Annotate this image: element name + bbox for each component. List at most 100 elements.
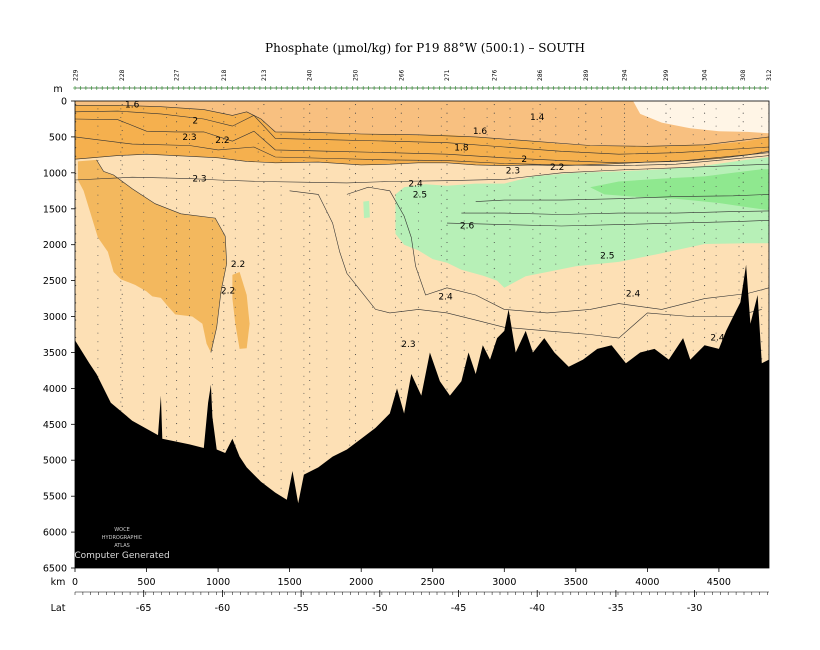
sample-dot [486,323,488,325]
sample-dot [578,341,580,343]
sample-dot [263,233,265,235]
sample-dot [326,444,328,446]
sample-dot [692,177,694,179]
sample-dot [303,461,305,463]
sample-dot [509,168,511,170]
sample-dot [738,134,740,136]
depth-tick-label: 4500 [43,420,67,431]
sample-dot [738,255,740,256]
sample-dot [263,431,265,433]
sample-dot [211,375,213,377]
sample-dot [189,177,190,179]
sample-dot [446,173,448,175]
sample-dot [349,160,351,162]
sample-dot [493,181,495,183]
sample-dot [263,164,265,166]
sample-dot [263,241,265,244]
station-number-label: 294 [622,69,629,81]
sample-dot [223,423,225,425]
sample-dot [669,298,671,300]
sample-dot [742,104,744,106]
sample-dot [446,233,448,235]
sample-dot [166,341,168,343]
sample-dot [121,388,123,390]
sample-dot [176,414,178,416]
sample-dot [585,293,587,295]
sample-dot [120,332,122,334]
sample-dot [263,216,265,218]
sample-dot [263,155,265,157]
sample-dot [176,293,178,295]
sample-dot [263,207,265,209]
sample-dot [263,466,265,468]
sample-dot [309,259,311,261]
sample-dot [303,134,305,136]
sample-dot [624,160,625,162]
sample-dot [280,229,282,231]
sample-dot [646,298,648,300]
sample-dot [446,336,448,338]
sample-dot [623,155,626,157]
sample-dot [486,203,488,205]
sample-dot [120,401,122,403]
sample-dot [143,323,145,325]
sample-dot [257,410,259,412]
sample-dot [440,298,442,300]
sample-dot [303,375,305,377]
sample-dot [665,121,667,123]
sample-dot [417,384,419,386]
sample-dot [578,220,580,222]
sample-dot [263,121,265,123]
sample-dot [509,134,511,136]
sample-dot [417,168,419,170]
sample-dot [176,155,178,157]
sample-dot [257,470,259,472]
sample-dot [349,341,351,343]
sample-dot [463,117,465,118]
sample-dot [446,181,448,183]
sample-dot [75,138,77,140]
sample-dot [417,272,419,274]
sample-dot [372,315,374,317]
sample-dot [280,151,282,153]
distance-axis: km 0 500 1000 1500 2000 2500 3000 3500 4000 4500 [51,568,731,588]
sample-dot [646,142,648,144]
sample-dot [400,190,402,192]
sample-dot [761,186,763,187]
sample-dot [280,453,282,455]
sample-dot [234,298,236,300]
sample-dot [665,181,667,183]
sample-dot [121,216,123,218]
sample-dot [326,220,328,222]
sample-dot [646,117,648,118]
sample-dot [395,220,396,222]
sample-dot [665,345,667,347]
sample-dot [395,117,396,118]
sample-dot [761,134,763,136]
depth-tick-label: 1000 [43,168,67,179]
sample-dot [97,341,99,343]
sample-dot [372,323,374,325]
sample-dot [578,280,580,282]
sample-dot [121,112,123,114]
sample-dot [257,367,259,368]
sample-dot [354,276,357,278]
sample-dot [234,427,236,429]
sample-dot [539,285,541,287]
sample-dot [646,237,648,239]
sample-dot [555,246,557,248]
sample-dot [303,177,305,179]
sample-dot [326,246,328,248]
sample-dot [354,371,357,373]
sample-dot [120,341,122,343]
sample-dot [400,319,402,321]
sample-dot [211,203,213,205]
sample-dot [555,298,557,300]
sample-dot [309,362,311,364]
sample-dot [97,186,99,187]
sample-dot [555,306,557,308]
sample-dot [280,418,282,420]
sample-dot [623,336,626,338]
sample-dot [738,151,740,153]
sample-dot [417,229,419,231]
